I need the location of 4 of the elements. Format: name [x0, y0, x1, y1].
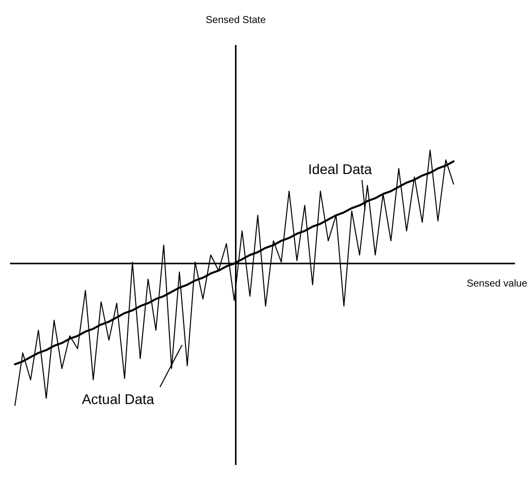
text: Sensed State	[206, 15, 266, 26]
x-axis-title: Sensed value	[466, 278, 528, 290]
annotation: Actual Data	[82, 391, 154, 407]
annotation: Ideal Data	[308, 161, 372, 177]
